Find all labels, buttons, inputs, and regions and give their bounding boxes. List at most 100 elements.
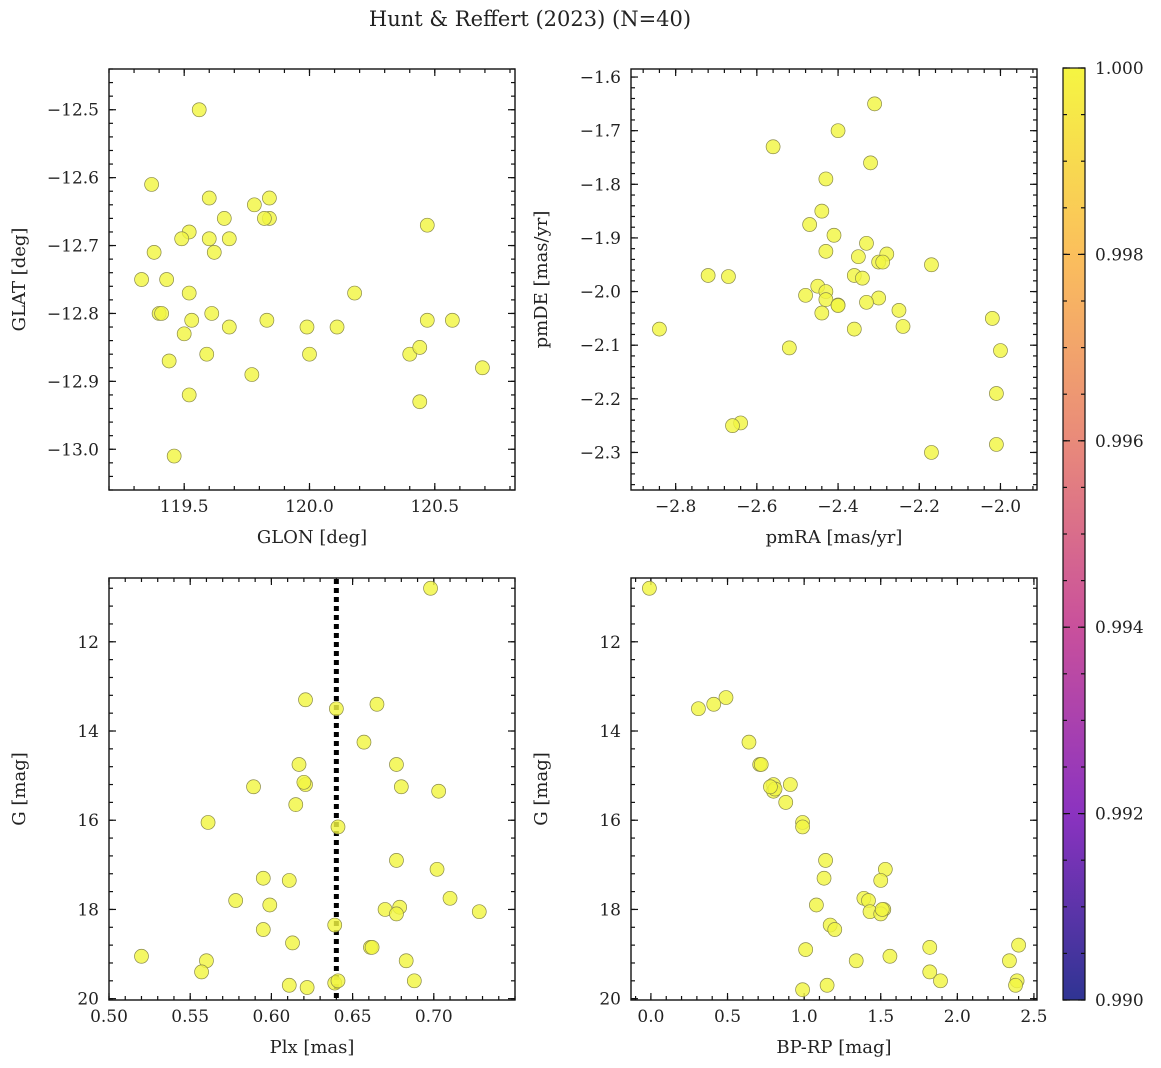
x-axis-label: BP-RP [mag]	[776, 1037, 891, 1058]
scatter-point	[419, 312, 435, 328]
y-tick-label: 20	[77, 990, 99, 1010]
scatter-point	[201, 231, 217, 247]
scatter-point	[809, 897, 824, 913]
scatter-point	[874, 902, 890, 917]
scatter-point	[819, 977, 835, 993]
y-tick-label: 12	[77, 633, 99, 653]
scatter-point	[642, 580, 657, 596]
scatter-point	[859, 294, 874, 310]
scatter-point	[989, 386, 1004, 401]
y-tick-label: −12.6	[47, 169, 99, 189]
scatter-point	[741, 734, 757, 750]
scatter-point	[281, 977, 297, 993]
scatter-point	[255, 870, 271, 886]
scatter-point	[859, 235, 874, 251]
scatter-point	[200, 815, 216, 830]
x-tick-label: 0.60	[252, 1007, 290, 1027]
y-axis-label: G [mag]	[9, 752, 30, 825]
scatter-point	[798, 942, 814, 957]
scatter-point	[221, 319, 237, 335]
scatter-point	[161, 353, 177, 369]
scatter-point	[144, 177, 159, 192]
scatter-point	[262, 190, 277, 206]
scatter-point	[818, 171, 834, 187]
scatter-point	[291, 757, 307, 772]
scatter-point	[1008, 977, 1023, 993]
y-tick-label: −2.0	[580, 283, 621, 303]
scatter-point	[181, 285, 197, 301]
scatter-point	[846, 321, 862, 337]
panel-glon-glat: 119.5 120.0 120.5 −13.0 −12.9 −12.8 −12.7 −12.6…	[9, 68, 516, 548]
scatter-point	[818, 292, 834, 307]
scatter-point	[922, 940, 938, 955]
x-tick-label: −2.0	[980, 497, 1021, 517]
y-tick-label: −2.3	[580, 443, 621, 463]
y-tick-label: −1.8	[580, 175, 621, 195]
scatter-point	[802, 217, 817, 232]
scatter-point	[298, 692, 313, 708]
scatter-point	[389, 757, 404, 772]
scatter-point	[763, 779, 778, 795]
panel-pmra-pmde: −2.8 −2.6 −2.4 −2.2 −2.0 −2.3 −2.2 −2.1 −2.0 −1.9…	[531, 68, 1038, 548]
x-tick-label: −2.6	[736, 497, 777, 517]
figure-title: Hunt & Reffert (2023) (N=40)	[369, 7, 691, 31]
y-tick-label: −13.0	[47, 440, 99, 460]
scatter-point	[246, 779, 261, 795]
colorbar: 0.990 0.992 0.994 0.996 0.998 1.000	[1062, 59, 1144, 1011]
scatter-point	[1011, 937, 1026, 953]
scatter-point	[818, 853, 833, 868]
x-tick-label: 1.0	[791, 1007, 818, 1027]
scatter-point	[216, 211, 232, 226]
scatter-point	[329, 319, 345, 335]
scatter-point	[782, 777, 798, 792]
y-tick-label: 14	[77, 722, 99, 742]
plot-frame	[108, 577, 516, 1001]
scatter-point	[356, 734, 372, 750]
scatter-point	[419, 217, 435, 233]
scatter-point	[296, 774, 312, 790]
scatter-point	[329, 701, 344, 717]
x-tick-label: 119.5	[160, 497, 209, 517]
y-tick-label: 18	[77, 900, 99, 920]
scatter-point	[299, 980, 315, 995]
scatter-point	[924, 445, 939, 460]
scatter-point	[302, 346, 317, 362]
scatter-point	[154, 306, 169, 321]
scatter-point	[795, 819, 810, 835]
scatter-point	[146, 244, 162, 260]
colorbar-tick-label: 1.000	[1095, 59, 1144, 79]
y-axis-label: GLAT [deg]	[9, 228, 30, 332]
scatter-point	[431, 783, 447, 799]
x-tick-label: −2.4	[817, 497, 858, 517]
scatter-point	[652, 321, 667, 337]
x-tick-label: −2.2	[899, 497, 940, 517]
scatter-point	[134, 272, 149, 287]
scatter-point	[984, 311, 1000, 326]
colorbar-tick-label: 0.992	[1095, 805, 1144, 825]
y-tick-label: 18	[599, 900, 621, 920]
scatter-point	[364, 940, 380, 955]
colorbar-tick-label: 0.994	[1095, 618, 1144, 638]
x-tick-label: 0.70	[415, 1007, 453, 1027]
y-tick-label: −12.9	[47, 372, 99, 392]
scatter-point	[993, 343, 1008, 358]
scatter-point	[347, 285, 362, 301]
scatter-point	[827, 922, 843, 937]
x-tick-label: 120.0	[285, 497, 334, 517]
scatter-point	[281, 873, 297, 888]
scatter-point	[176, 326, 192, 342]
scatter-point	[288, 797, 304, 812]
scatter-point	[863, 155, 878, 171]
y-tick-label: −1.9	[580, 229, 621, 249]
scatter-point	[159, 272, 174, 287]
scatter-point	[330, 819, 346, 835]
scatter-point	[891, 302, 907, 318]
scatter-point	[330, 973, 346, 989]
scatter-point	[206, 244, 222, 260]
panel-color-magnitude: 0.0 0.5 1.0 1.5 2.0 2.5 12 14 16 18 20 BP-RP [mag] G…	[531, 577, 1047, 1058]
scatter-point	[873, 873, 889, 888]
scatter-point	[814, 305, 830, 321]
scatter-point	[299, 319, 315, 335]
y-tick-label: 12	[599, 633, 621, 653]
x-tick-label: 120.5	[410, 497, 459, 517]
